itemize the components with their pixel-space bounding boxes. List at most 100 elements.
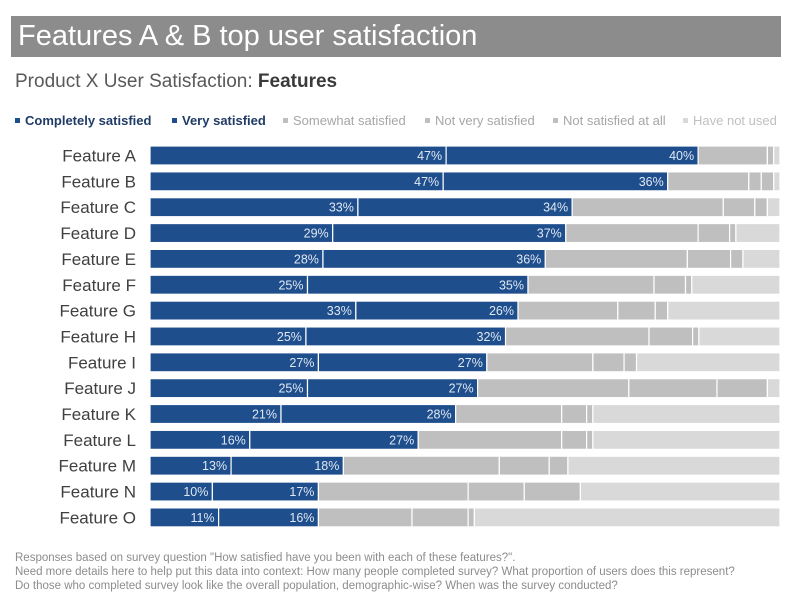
data-label-feature-i-completely-satisfied: 27% [289, 356, 314, 370]
bar-feature-l-not-very-satisfied [561, 429, 588, 450]
bar-feature-l-have-not-used [592, 429, 781, 450]
bar-feature-i-not-very-satisfied [592, 352, 625, 373]
bar-feature-m-not-very-satisfied [498, 455, 550, 476]
bar-feature-f-very-satisfied [306, 274, 529, 295]
bar-feature-b-not-satisfied-at-all [760, 171, 775, 192]
category-label-feature-i: Feature I [68, 353, 136, 372]
data-label-feature-i-very-satisfied: 27% [458, 356, 483, 370]
bar-feature-b-not-very-satisfied [748, 171, 762, 192]
category-label-feature-b: Feature B [61, 172, 136, 191]
bar-feature-d-have-not-used [735, 222, 781, 244]
bar-feature-i-have-not-used [635, 352, 781, 373]
bar-feature-h-have-not-used [698, 326, 781, 347]
bar-feature-f-not-satisfied-at-all [684, 274, 693, 295]
legend-label-not-used: Have not used [693, 113, 777, 128]
bar-feature-k-not-satisfied-at-all [586, 403, 594, 425]
bar-feature-n-somewhat-satisfied [317, 481, 469, 502]
chart-title: Features A & B top user satisfaction [11, 16, 781, 57]
legend-swatch-somewhat [283, 118, 288, 123]
bar-feature-h-somewhat-satisfied [504, 326, 650, 347]
data-label-feature-c-very-satisfied: 34% [543, 201, 568, 215]
bar-feature-c-somewhat-satisfied [571, 197, 724, 218]
legend-item-completely-satisfied: Completely satisfied [15, 112, 151, 130]
bar-feature-n-have-not-used [579, 481, 781, 502]
data-label-feature-n-completely-satisfied: 10% [183, 485, 208, 499]
bar-feature-j-somewhat-satisfied [477, 378, 630, 399]
footnote-line-2: Need more details here to help put this … [15, 566, 735, 578]
legend-item-have-not-used: Have not used [683, 112, 777, 130]
bar-feature-a-somewhat-satisfied [697, 145, 768, 166]
data-label-feature-l-very-satisfied: 27% [389, 433, 414, 447]
bar-feature-e-have-not-used [742, 248, 781, 270]
bar-feature-m-have-not-used [567, 455, 781, 476]
data-label-feature-l-completely-satisfied: 16% [221, 433, 246, 447]
data-label-feature-j-completely-satisfied: 25% [278, 382, 303, 396]
bar-feature-d-very-satisfied [332, 222, 567, 244]
category-label-feature-f: Feature F [62, 276, 136, 295]
data-label-feature-a-completely-satisfied: 47% [417, 149, 442, 163]
bar-feature-d-somewhat-satisfied [565, 222, 699, 244]
chart-legend: Completely satisfied Very satisfied Some… [15, 112, 790, 132]
data-label-feature-e-completely-satisfied: 28% [294, 252, 319, 266]
bar-feature-b-have-not-used [773, 171, 781, 192]
bar-feature-k-somewhat-satisfied [455, 403, 563, 425]
category-label-feature-k: Feature K [61, 405, 136, 424]
bar-feature-c-very-satisfied [357, 197, 573, 218]
category-label-feature-n: Feature N [60, 483, 136, 502]
bar-feature-c-not-satisfied-at-all [754, 197, 768, 218]
data-label-feature-a-very-satisfied: 40% [669, 149, 694, 163]
bar-feature-k-have-not-used [592, 403, 781, 425]
data-label-feature-f-very-satisfied: 35% [499, 278, 524, 292]
bar-feature-c-completely-satisfied [149, 197, 359, 218]
category-label-feature-e: Feature E [61, 250, 136, 269]
data-label-feature-k-completely-satisfied: 21% [252, 408, 277, 422]
data-label-feature-b-completely-satisfied: 47% [414, 175, 439, 189]
bar-feature-m-somewhat-satisfied [342, 455, 500, 476]
bar-feature-e-very-satisfied [322, 248, 546, 270]
bar-feature-n-not-satisfied-at-all [523, 481, 581, 502]
legend-label-not-at-all: Not satisfied at all [563, 113, 666, 128]
data-label-feature-g-very-satisfied: 26% [489, 304, 514, 318]
bar-feature-l-somewhat-satisfied [417, 429, 563, 450]
data-label-feature-o-very-satisfied: 16% [289, 511, 314, 525]
bar-feature-g-not-very-satisfied [617, 300, 656, 321]
bar-feature-j-not-very-satisfied [628, 378, 718, 399]
bar-feature-o-not-satisfied-at-all [467, 507, 475, 528]
data-label-feature-c-completely-satisfied: 33% [329, 201, 354, 215]
legend-item-somewhat-satisfied: Somewhat satisfied [283, 112, 406, 130]
stacked-bar-chart: Feature A 47% 40% Feature B 47% 36% Feature C 3… [59, 145, 781, 528]
bar-feature-e-not-satisfied-at-all [729, 248, 744, 270]
data-label-feature-n-very-satisfied: 17% [289, 485, 314, 499]
bar-feature-i-somewhat-satisfied [486, 352, 594, 373]
bar-feature-j-not-satisfied-at-all [716, 378, 769, 399]
bar-feature-b-somewhat-satisfied [667, 171, 750, 192]
bar-feature-a-have-not-used [773, 145, 781, 166]
bar-feature-e-somewhat-satisfied [544, 248, 688, 270]
data-label-feature-d-very-satisfied: 37% [537, 227, 562, 241]
subtitle-prefix: Product X User Satisfaction: [15, 71, 258, 92]
bar-feature-f-not-very-satisfied [653, 274, 687, 295]
bar-feature-f-have-not-used [691, 274, 781, 295]
legend-item-not-satisfied-at-all: Not satisfied at all [553, 112, 666, 130]
bar-feature-m-not-satisfied-at-all [548, 455, 569, 476]
category-label-feature-g: Feature G [59, 302, 136, 321]
bar-feature-h-not-very-satisfied [648, 326, 694, 347]
bar-feature-o-have-not-used [473, 507, 781, 528]
legend-item-not-very-satisfied: Not very satisfied [425, 112, 535, 130]
legend-item-very-satisfied: Very satisfied [172, 112, 266, 130]
data-label-feature-e-very-satisfied: 36% [516, 252, 541, 266]
category-label-feature-a: Feature A [62, 147, 136, 166]
bar-feature-b-completely-satisfied [149, 171, 444, 192]
category-label-feature-j: Feature J [64, 379, 136, 398]
data-label-feature-k-very-satisfied: 28% [427, 408, 452, 422]
data-label-feature-h-completely-satisfied: 25% [277, 330, 302, 344]
legend-swatch-completely [15, 118, 20, 123]
bar-feature-i-not-satisfied-at-all [623, 352, 638, 373]
footnote-line-3: Do those who completed survey look like … [15, 580, 618, 592]
legend-label-very: Very satisfied [182, 113, 266, 128]
bar-feature-e-not-very-satisfied [686, 248, 732, 270]
data-label-feature-h-very-satisfied: 32% [477, 330, 502, 344]
bar-feature-g-completely-satisfied [149, 300, 357, 321]
bar-feature-h-not-satisfied-at-all [692, 326, 700, 347]
bar-feature-g-somewhat-satisfied [517, 300, 619, 321]
